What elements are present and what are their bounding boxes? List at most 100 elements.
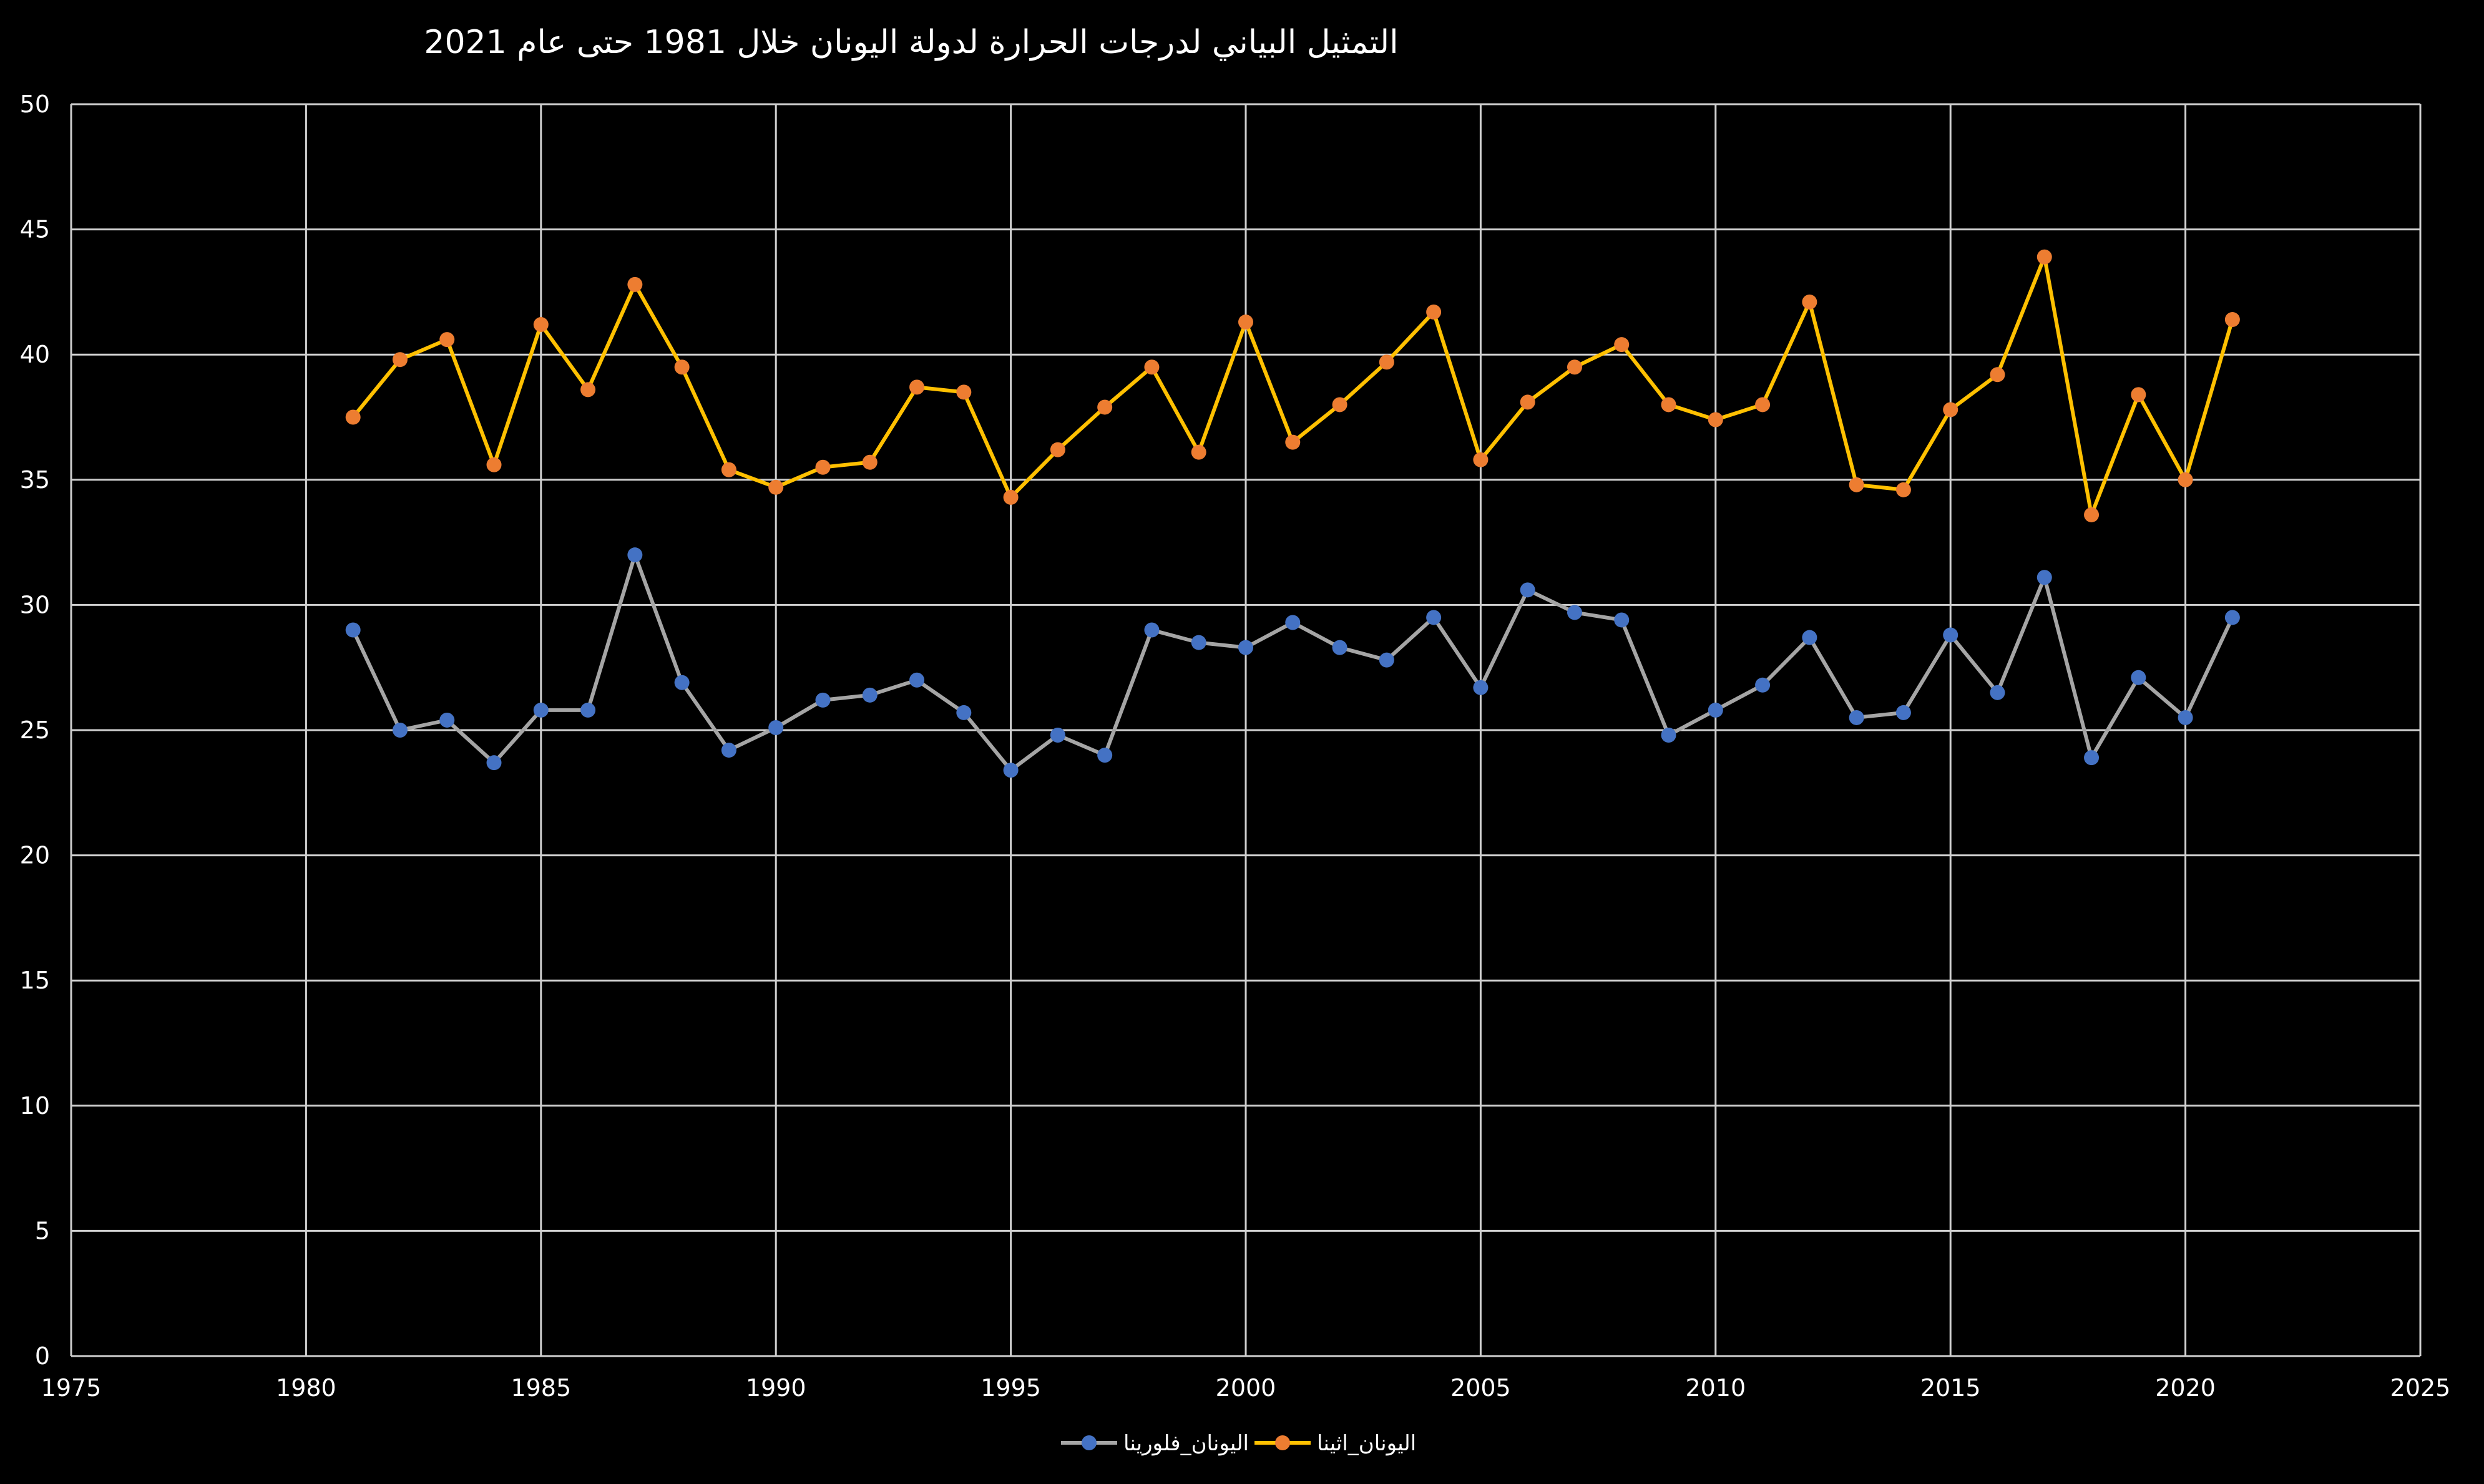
y-tick-label: 0 [35, 1342, 50, 1370]
data-point [909, 672, 925, 688]
data-point [1332, 640, 1347, 655]
data-point [1614, 337, 1630, 353]
data-point [1567, 605, 1582, 620]
data-point [1050, 728, 1065, 743]
data-point [2224, 610, 2240, 625]
series-1 [345, 249, 2240, 522]
data-point [1895, 705, 1911, 720]
data-point [2131, 670, 2146, 685]
data-point [1895, 482, 1911, 497]
data-point [1849, 710, 1864, 725]
data-point [439, 712, 455, 728]
y-tick-label: 5 [35, 1217, 50, 1244]
legend-item: اليونان_فلورينا [1061, 1431, 1249, 1456]
data-point [439, 332, 455, 348]
y-tick-label: 45 [20, 216, 50, 243]
x-tick-label: 2015 [1920, 1374, 1981, 1402]
data-point [1097, 399, 1113, 415]
series-0 [345, 547, 2240, 778]
x-tick-label: 1975 [41, 1374, 102, 1402]
data-point [627, 276, 643, 292]
data-point [2084, 507, 2100, 522]
data-point [1050, 442, 1065, 457]
legend-item: اليونان_اثينا [1254, 1431, 1416, 1456]
data-point [1238, 640, 1253, 655]
data-point [1144, 622, 1160, 638]
data-point [721, 462, 736, 477]
y-tick-label: 25 [20, 716, 50, 744]
series-layer [345, 249, 2240, 778]
data-point [486, 457, 502, 472]
legend-marker [1275, 1435, 1290, 1450]
data-point [1567, 359, 1582, 375]
data-point [956, 384, 972, 400]
data-point [815, 459, 831, 475]
data-point [956, 705, 972, 720]
x-tick-label: 1995 [980, 1374, 1041, 1402]
grid-lines [70, 103, 2422, 1357]
data-point [1708, 412, 1723, 427]
data-point [1943, 402, 1958, 417]
data-point [674, 359, 690, 375]
y-tick-label: 10 [20, 1092, 50, 1120]
legend-label: اليونان_فلورينا [1123, 1431, 1249, 1456]
data-point [1473, 680, 1489, 695]
y-axis-ticks: 0 5 10 15 20 25 30 35 40 45 50 [20, 90, 50, 1370]
legend: اليونان_فلورينا اليونان_اثينا [1061, 1431, 1416, 1456]
data-point [721, 743, 736, 758]
x-tick-label: 2025 [2390, 1374, 2451, 1402]
y-tick-label: 15 [20, 967, 50, 994]
legend-marker [1082, 1435, 1097, 1450]
data-point [2037, 570, 2052, 585]
data-point [1238, 315, 1253, 330]
data-point [1144, 359, 1160, 375]
data-point [674, 675, 690, 690]
chart-title: التمثيل البياني لدرجات الحرارة لدولة الي… [424, 24, 1398, 61]
data-point [345, 409, 361, 425]
data-point [1849, 477, 1864, 492]
data-point [1285, 615, 1301, 630]
data-point [1191, 635, 1206, 650]
data-point [580, 702, 596, 718]
data-point [1661, 728, 1676, 743]
data-point [392, 723, 408, 738]
data-point [1520, 582, 1535, 598]
y-tick-label: 35 [20, 466, 50, 494]
x-tick-label: 2000 [1216, 1374, 1276, 1402]
data-point [1708, 702, 1723, 718]
data-point [1802, 294, 1817, 310]
data-point [2224, 312, 2240, 328]
data-point [1426, 610, 1442, 625]
legend-label: اليونان_اثينا [1317, 1431, 1416, 1456]
data-point [2178, 710, 2193, 725]
x-axis-ticks: 1975 1980 1985 1990 1995 2000 2005 2010 2015 2020… [41, 1374, 2451, 1402]
data-point [1473, 452, 1489, 467]
data-point [1379, 354, 1394, 370]
data-point [486, 755, 502, 771]
data-point [1661, 397, 1676, 412]
data-point [345, 622, 361, 638]
data-point [1097, 748, 1113, 763]
data-point [627, 547, 643, 563]
y-tick-label: 40 [20, 341, 50, 368]
data-point [768, 720, 784, 735]
data-point [2178, 472, 2193, 487]
data-point [1003, 763, 1019, 778]
data-point [1285, 434, 1301, 450]
y-tick-label: 20 [20, 842, 50, 869]
x-tick-label: 1985 [511, 1374, 571, 1402]
x-tick-label: 1990 [746, 1374, 806, 1402]
data-point [1943, 627, 1958, 643]
data-point [1614, 612, 1630, 628]
x-tick-label: 2005 [1450, 1374, 1511, 1402]
data-point [2131, 387, 2146, 403]
x-tick-label: 2020 [2155, 1374, 2216, 1402]
data-point [1426, 304, 1442, 320]
data-point [1755, 677, 1771, 693]
data-point [862, 687, 878, 703]
data-point [580, 382, 596, 398]
data-point [533, 702, 549, 718]
x-tick-label: 2010 [1685, 1374, 1746, 1402]
data-point [1520, 394, 1535, 410]
y-tick-label: 30 [20, 591, 50, 618]
